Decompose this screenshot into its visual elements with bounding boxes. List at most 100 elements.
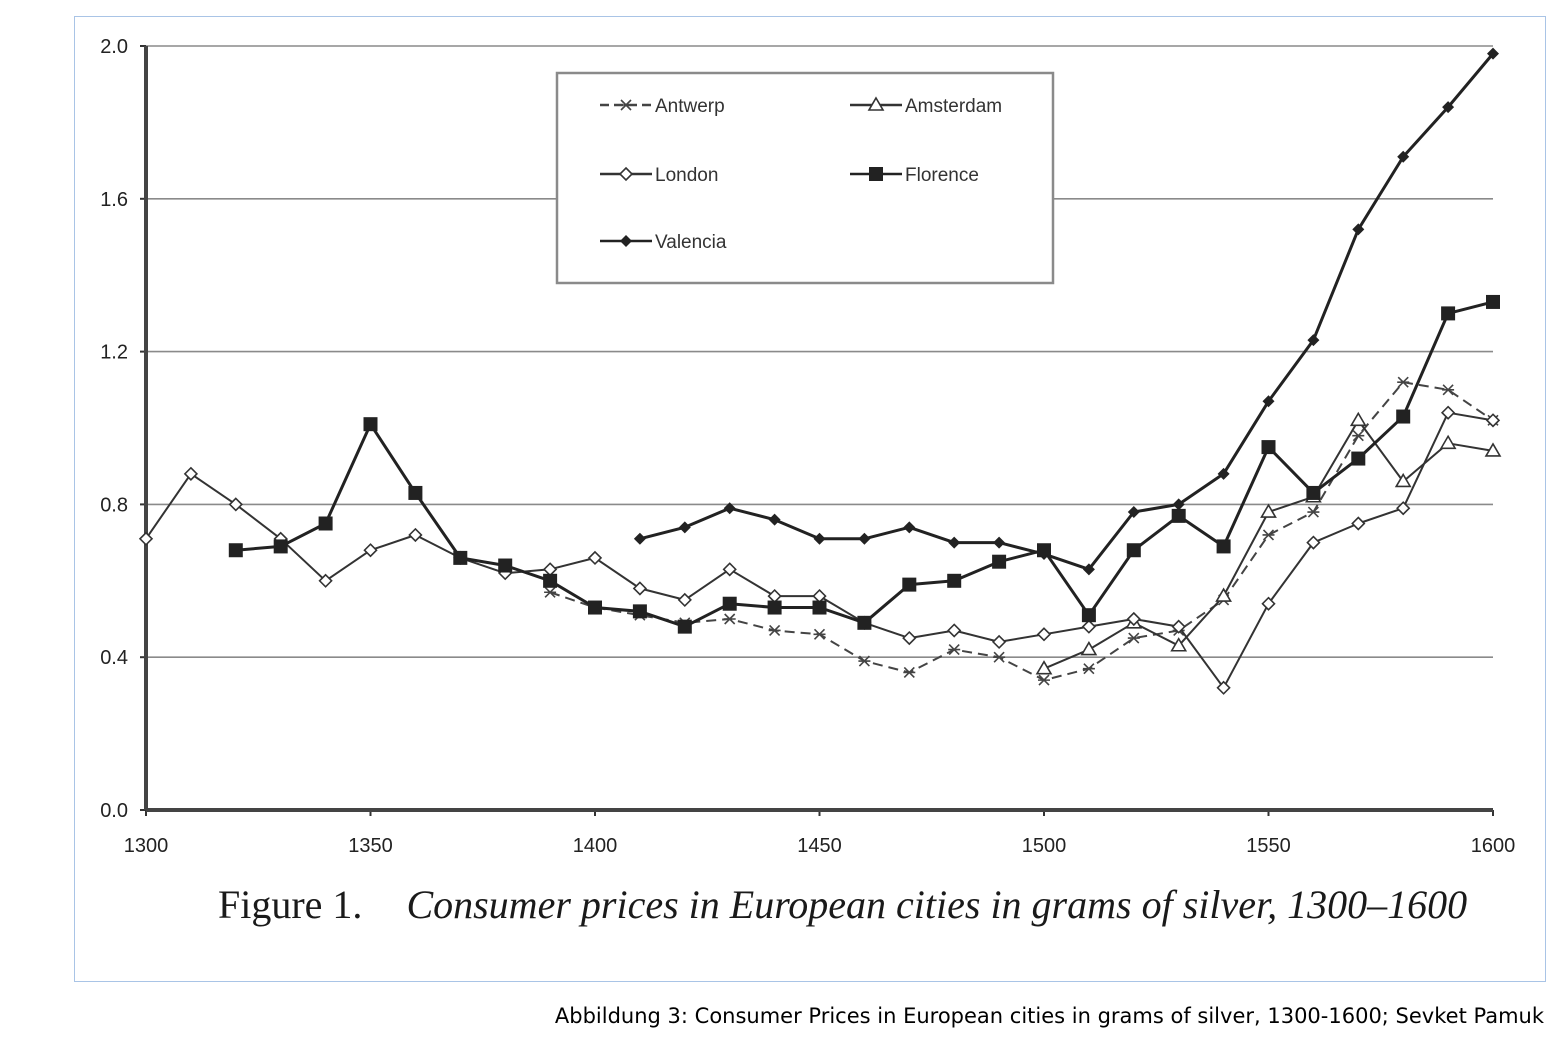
data-point — [632, 604, 647, 619]
data-point — [1351, 516, 1366, 531]
data-point — [993, 536, 1006, 549]
data-point — [768, 624, 781, 637]
data-point — [453, 550, 468, 565]
data-point — [1349, 411, 1367, 427]
data-point — [618, 166, 634, 182]
data-point — [1126, 611, 1141, 627]
x-tick-label: 1500 — [1022, 835, 1067, 857]
data-point — [813, 628, 826, 640]
y-tick-label: 0.4 — [100, 647, 128, 669]
data-point — [1260, 503, 1277, 518]
data-point — [902, 577, 917, 592]
figure-label: Figure 1. — [218, 882, 363, 927]
data-point — [1397, 376, 1410, 388]
data-point — [1081, 619, 1097, 634]
data-point — [1394, 472, 1412, 488]
data-point — [543, 573, 558, 588]
data-point — [1038, 548, 1050, 561]
data-point — [947, 623, 962, 638]
data-point — [228, 497, 243, 512]
footer-caption: Abbildung 3: Consumer Prices in European… — [554, 1004, 1544, 1028]
data-point — [813, 532, 826, 545]
data-point — [1352, 430, 1365, 442]
legend-label: Amsterdam — [905, 96, 1002, 117]
data-point — [768, 513, 781, 526]
data-point — [858, 532, 871, 545]
data-point — [620, 235, 632, 247]
data-point — [1171, 508, 1186, 523]
y-tick-label: 0.0 — [100, 800, 128, 822]
data-point — [677, 619, 692, 634]
data-point — [902, 630, 917, 646]
data-point — [1441, 306, 1456, 321]
data-point — [723, 613, 736, 625]
data-point — [1439, 434, 1457, 450]
data-point — [138, 531, 154, 546]
x-tick-label: 1400 — [573, 835, 618, 857]
legend-label: Florence — [905, 165, 979, 186]
x-tick-label: 1450 — [797, 835, 842, 857]
data-point — [857, 615, 872, 630]
data-point — [1307, 334, 1320, 347]
data-point — [1127, 506, 1140, 519]
x-tick-label: 1300 — [124, 835, 169, 857]
data-point — [588, 600, 602, 615]
data-point — [723, 502, 736, 515]
data-point — [1352, 223, 1365, 236]
data-point — [1484, 442, 1502, 457]
data-point — [1262, 395, 1275, 408]
data-point — [1171, 619, 1186, 634]
legend-item-amsterdam: Amsterdam — [850, 96, 1002, 117]
y-tick-label: 0.8 — [100, 494, 128, 516]
data-point — [318, 516, 333, 531]
series-line — [639, 52, 1495, 571]
data-point — [1036, 627, 1052, 642]
figure-title: Consumer prices in European cities in gr… — [406, 882, 1468, 927]
y-tick-label: 1.6 — [100, 189, 128, 211]
data-point — [1035, 660, 1053, 675]
data-point — [767, 588, 782, 604]
data-point — [1485, 413, 1501, 428]
data-point — [1126, 543, 1141, 558]
x-tick-label: 1350 — [348, 835, 393, 857]
data-point — [1397, 150, 1410, 163]
data-point — [1082, 563, 1095, 576]
legend-label: London — [655, 165, 718, 186]
data-point — [620, 99, 632, 111]
y-tick-label: 2.0 — [100, 36, 128, 58]
series-line — [549, 381, 1494, 682]
data-point — [1082, 663, 1095, 675]
data-point — [542, 562, 558, 577]
data-point — [1396, 501, 1411, 516]
data-point — [228, 543, 243, 558]
data-point — [1038, 674, 1050, 686]
data-point — [363, 543, 378, 558]
legend-label: Antwerp — [655, 96, 725, 117]
data-point — [1306, 535, 1321, 550]
legend-item-valencia: Valencia — [600, 232, 727, 253]
data-point — [1486, 294, 1500, 309]
data-point — [408, 485, 423, 500]
data-point — [867, 96, 885, 111]
data-point — [1170, 637, 1188, 652]
data-point — [1172, 498, 1185, 511]
data-point — [1307, 506, 1320, 518]
legend-box — [555, 71, 1055, 285]
data-point — [948, 536, 961, 549]
data-point — [408, 527, 423, 543]
data-point — [632, 581, 648, 596]
series-valencia — [633, 47, 1499, 576]
data-point — [1217, 467, 1230, 480]
data-point — [992, 554, 1007, 569]
data-point — [1080, 640, 1098, 656]
x-tick-label: 1550 — [1246, 835, 1291, 857]
data-point — [903, 521, 916, 534]
data-point — [1442, 384, 1455, 396]
line-chart: 0.0 0.4 0.8 1.2 1.6 2.0 1300 1350 1400 1450 1500 15… — [100, 36, 1515, 857]
data-point — [1262, 529, 1275, 541]
data-point — [767, 600, 782, 615]
legend-label: Valencia — [655, 232, 727, 253]
data-point — [993, 651, 1006, 663]
series-line — [145, 411, 1494, 689]
series-line — [1043, 419, 1494, 670]
